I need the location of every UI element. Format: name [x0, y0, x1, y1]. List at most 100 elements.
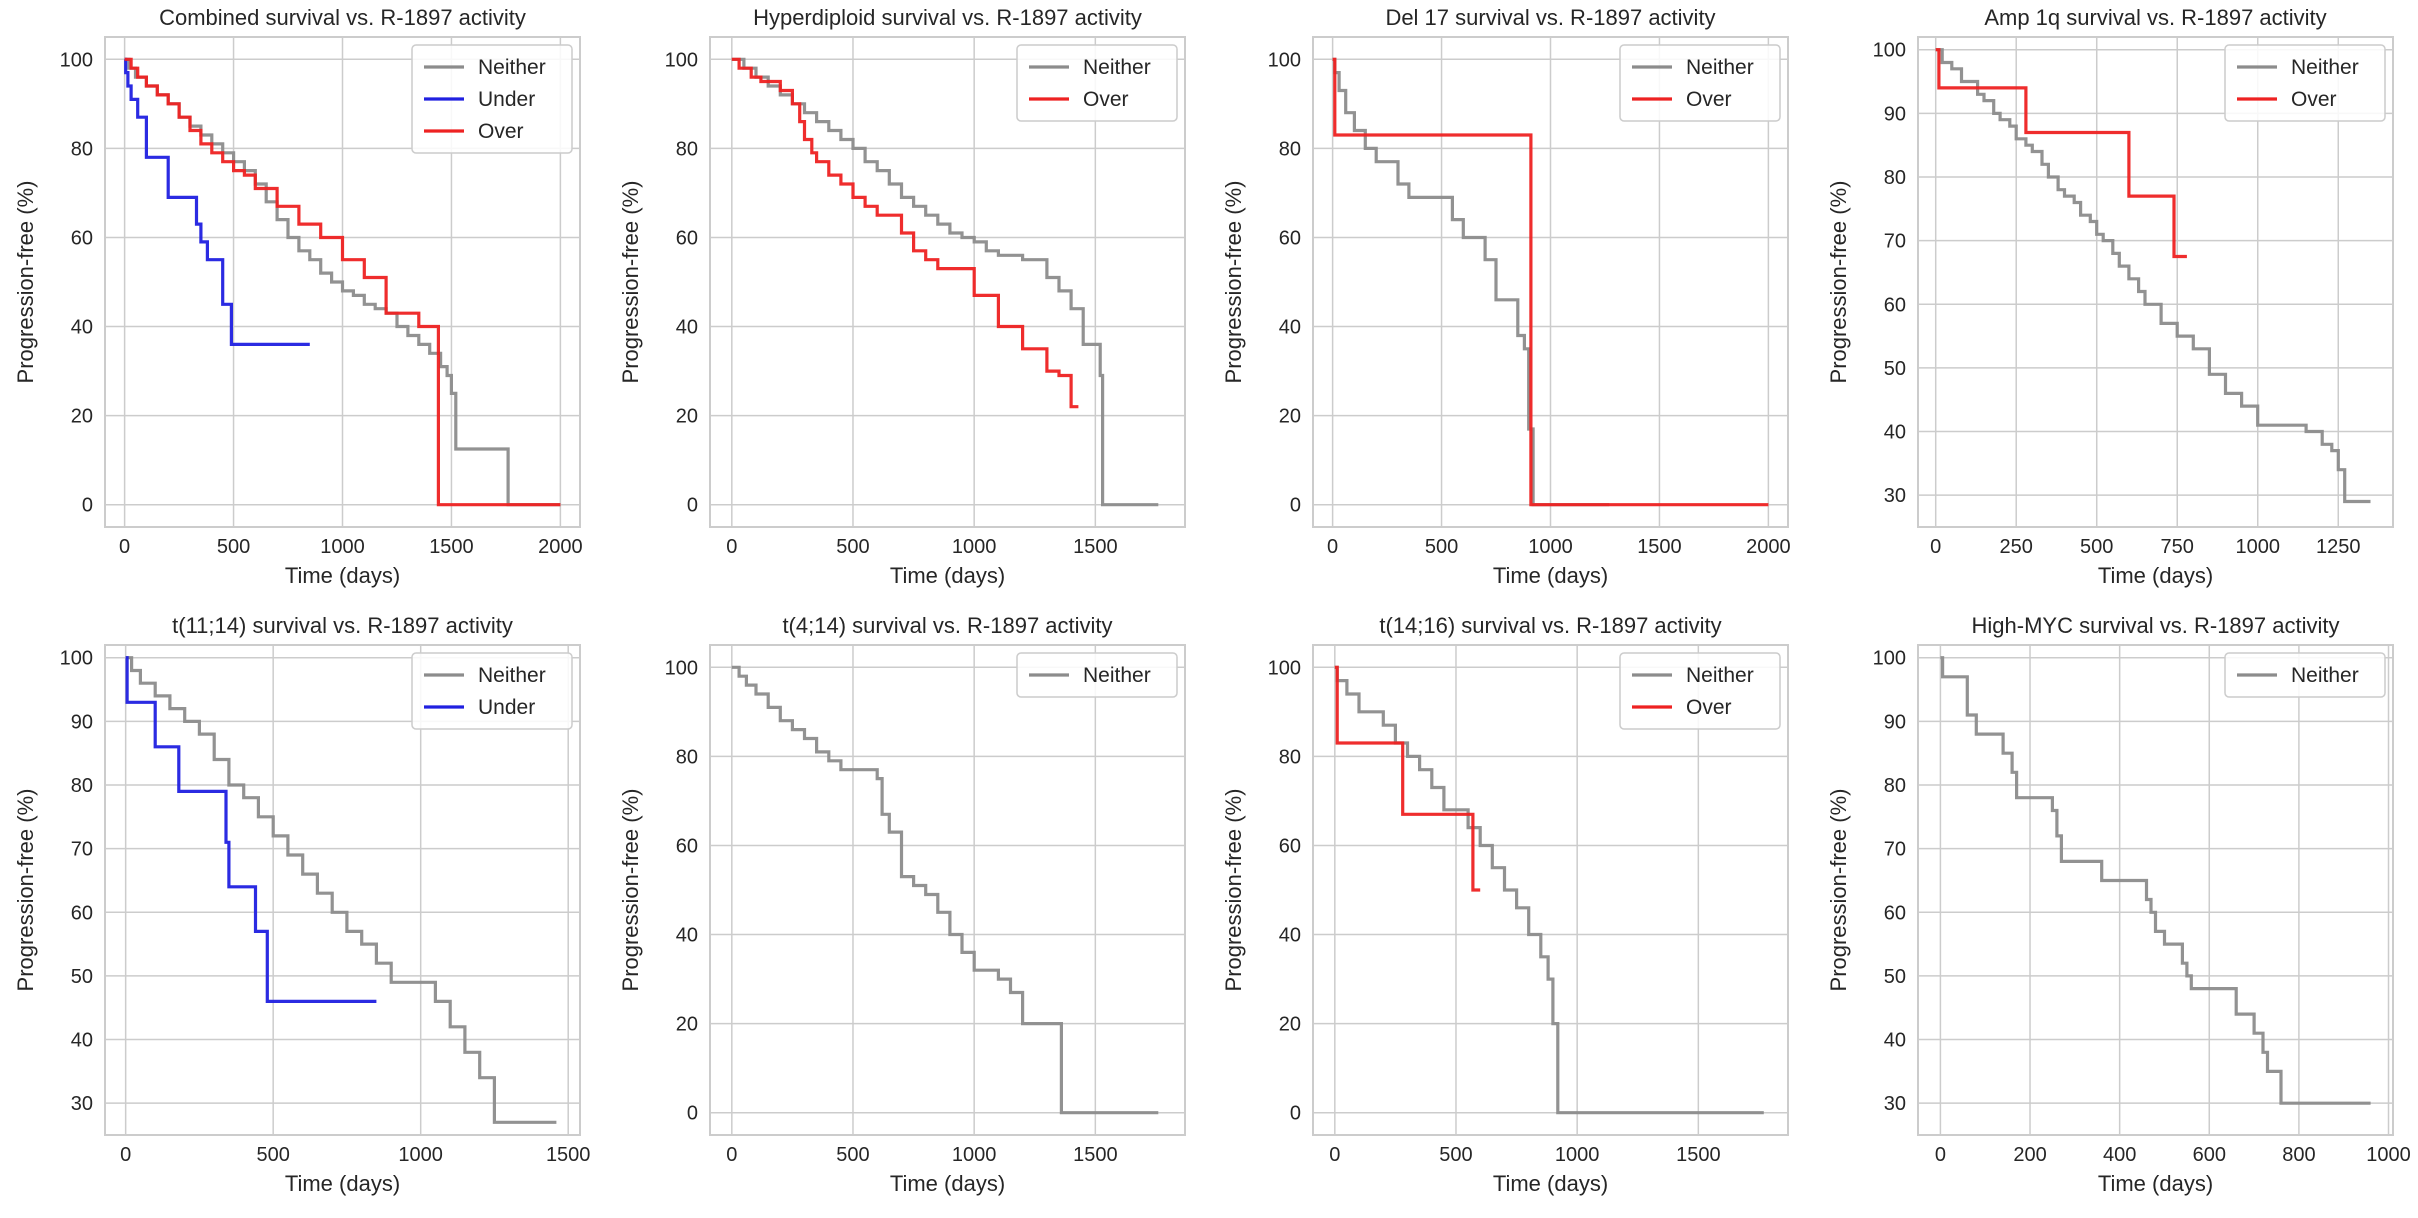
legend-label-under: Under — [478, 696, 535, 719]
legend: Neither Over — [2224, 44, 2386, 122]
chart-title: Hyperdiploid survival vs. R-1897 activit… — [753, 5, 1142, 30]
plot-frame — [1917, 644, 2394, 1136]
legend-label-neither: Neither — [1083, 664, 1151, 687]
legend: Neither Under Over — [411, 44, 573, 154]
y-tick-label: 50 — [71, 966, 93, 988]
chart-title: High-MYC survival vs. R-1897 activity — [1972, 613, 2340, 638]
y-tick-label: 0 — [82, 495, 93, 517]
plot-frame — [1312, 36, 1789, 528]
x-tick-label: 1000 — [1528, 536, 1573, 558]
panel-hyperdiploid: 0 500 1000 1500 0 20 40 60 80 100 Hyperdiploid sur… — [618, 5, 1186, 588]
y-tick-label: 80 — [71, 775, 93, 797]
legend-frame — [1619, 652, 1781, 730]
x-tick-label: 1250 — [2316, 536, 2361, 558]
y-tick-label: 80 — [676, 138, 698, 160]
y-tick-label: 0 — [687, 1103, 698, 1125]
chart-title: t(14;16) survival vs. R-1897 activity — [1379, 613, 1721, 638]
y-tick-label: 80 — [1884, 775, 1906, 797]
x-tick-label: 500 — [836, 536, 869, 558]
plot-frame — [104, 644, 581, 1136]
y-tick-label: 20 — [676, 1014, 698, 1036]
legend: Neither Over — [1619, 44, 1781, 122]
x-tick-label: 0 — [726, 1144, 737, 1166]
y-tick-label: 60 — [1884, 294, 1906, 316]
y-tick-label: 20 — [71, 406, 93, 428]
y-tick-label: 80 — [676, 746, 698, 768]
legend-label-neither: Neither — [1686, 664, 1754, 687]
y-tick-label: 60 — [1279, 835, 1301, 857]
legend-label-neither: Neither — [2291, 664, 2359, 687]
x-tick-label: 1500 — [429, 536, 474, 558]
y-tick-label: 40 — [1279, 317, 1301, 339]
y-tick-label: 80 — [1884, 167, 1906, 189]
chart-title: Del 17 survival vs. R-1897 activity — [1385, 5, 1715, 30]
y-axis-label: Progression-free (%) — [13, 789, 38, 992]
x-axis-label: Time (days) — [1493, 1171, 1608, 1196]
y-tick-label: 40 — [1884, 1030, 1906, 1052]
legend-frame — [411, 652, 573, 730]
series-over-line — [1334, 665, 1481, 892]
x-tick-label: 600 — [2193, 1144, 2226, 1166]
series-neither-line — [125, 656, 557, 1124]
legend-label-neither: Neither — [2291, 56, 2359, 79]
legend-label-over: Over — [1686, 88, 1732, 111]
y-axis-label: Progression-free (%) — [618, 789, 643, 992]
y-tick-label: 0 — [1290, 1103, 1301, 1125]
y-tick-label: 100 — [1873, 648, 1906, 670]
grid — [1313, 645, 1788, 1135]
x-tick-label: 1500 — [1676, 1144, 1721, 1166]
x-tick-label: 1000 — [952, 536, 997, 558]
series-neither-line — [1334, 665, 1764, 1115]
y-tick-label: 60 — [1884, 902, 1906, 924]
x-axis-label: Time (days) — [285, 1171, 400, 1196]
y-tick-label: 40 — [1884, 422, 1906, 444]
legend: Neither Over — [1619, 652, 1781, 730]
legend-label-neither: Neither — [1686, 56, 1754, 79]
y-axis-label: Progression-free (%) — [1826, 181, 1851, 384]
series-neither-line — [731, 665, 1159, 1115]
y-tick-label: 80 — [1279, 746, 1301, 768]
y-tick-label: 100 — [1268, 49, 1301, 71]
panel-t414: 0 500 1000 1500 0 20 40 60 80 100 t(4;14) survival… — [618, 613, 1186, 1196]
y-axis-label: Progression-free (%) — [13, 181, 38, 384]
y-tick-label: 0 — [1290, 495, 1301, 517]
y-tick-label: 80 — [71, 138, 93, 160]
panel-del17: 0 500 1000 1500 2000 0 20 40 60 80 100 Del 17 survi… — [1221, 5, 1791, 588]
plot-frame — [709, 644, 1186, 1136]
x-tick-label: 500 — [836, 1144, 869, 1166]
x-axis-label: Time (days) — [890, 1171, 1005, 1196]
x-axis-label: Time (days) — [2098, 563, 2213, 588]
y-tick-label: 40 — [1279, 925, 1301, 947]
panel-t1114: 0 500 1000 1500 30 40 50 60 70 80 90 100 t(11;14) su… — [13, 613, 590, 1196]
legend-frame — [1016, 652, 1178, 698]
x-tick-label: 1500 — [1073, 1144, 1118, 1166]
y-tick-label: 90 — [1884, 711, 1906, 733]
x-tick-label: 0 — [119, 536, 130, 558]
x-tick-label: 0 — [726, 536, 737, 558]
y-tick-label: 60 — [71, 227, 93, 249]
plot-frame — [104, 36, 581, 528]
series-over-line — [731, 57, 1079, 409]
y-tick-label: 50 — [1884, 966, 1906, 988]
series-over-line — [1332, 57, 1769, 507]
legend-frame — [1619, 44, 1781, 122]
x-tick-label: 1000 — [2235, 536, 2280, 558]
legend-label-over: Over — [478, 120, 524, 143]
grid — [710, 645, 1185, 1135]
y-axis-label: Progression-free (%) — [1826, 789, 1851, 992]
legend: Neither Over — [1016, 44, 1178, 122]
grid — [105, 645, 580, 1135]
chart-title: t(4;14) survival vs. R-1897 activity — [782, 613, 1112, 638]
x-tick-label: 1000 — [952, 1144, 997, 1166]
x-axis-label: Time (days) — [285, 563, 400, 588]
x-tick-label: 500 — [1439, 1144, 1472, 1166]
y-tick-label: 30 — [71, 1093, 93, 1115]
x-tick-label: 1000 — [398, 1144, 443, 1166]
y-tick-label: 40 — [71, 1030, 93, 1052]
x-tick-label: 250 — [2000, 536, 2033, 558]
y-tick-label: 50 — [1884, 358, 1906, 380]
x-tick-label: 1500 — [546, 1144, 591, 1166]
y-tick-label: 30 — [1884, 485, 1906, 507]
series-neither-line — [1332, 57, 1610, 507]
series-neither-line — [731, 57, 1159, 507]
